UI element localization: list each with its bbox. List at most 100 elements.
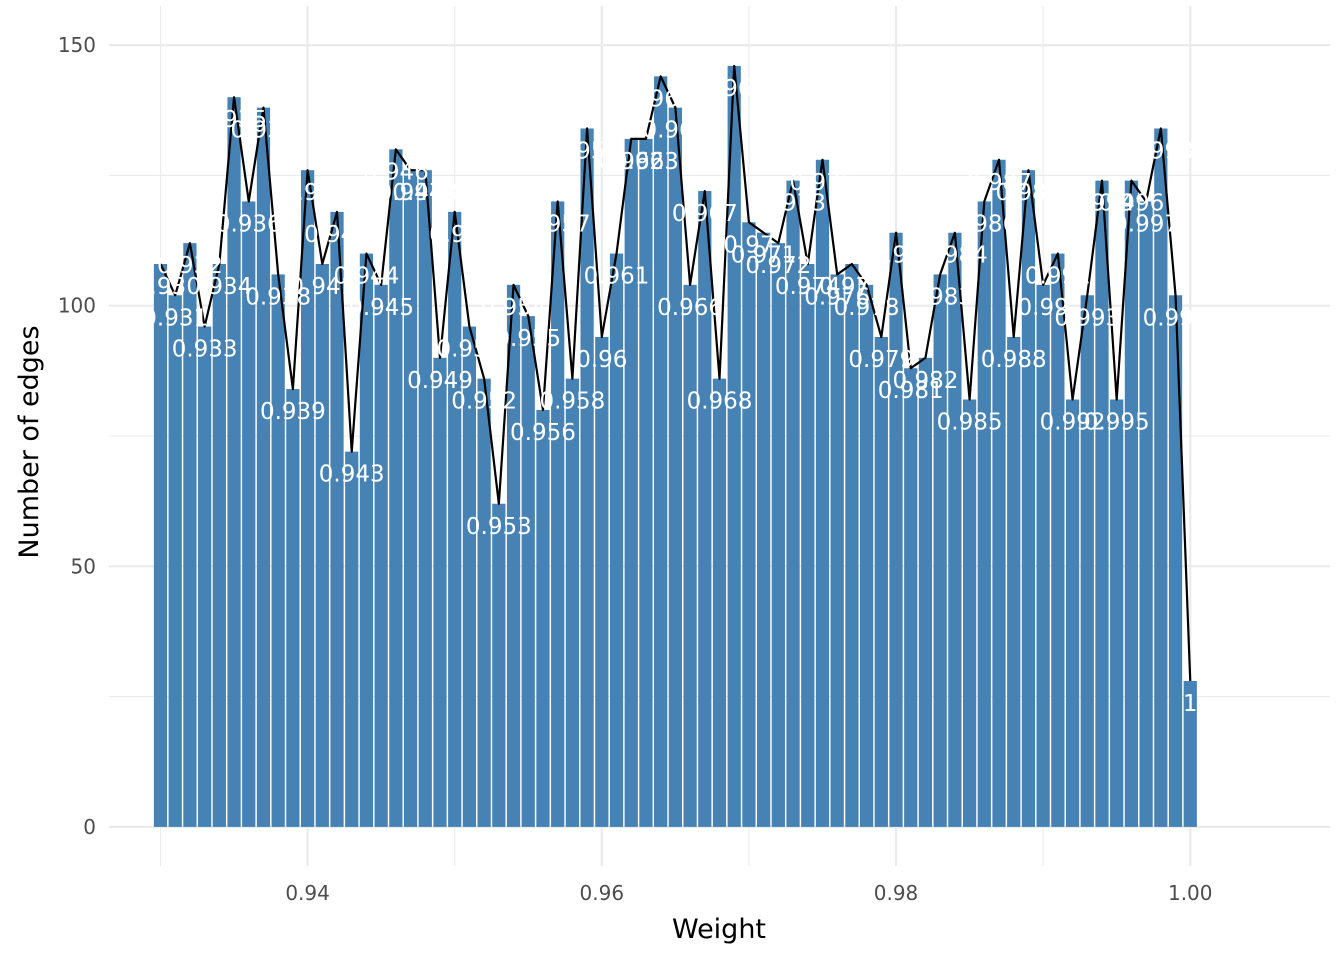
bar	[904, 368, 918, 827]
bar-label: 0.982	[893, 368, 959, 394]
bar	[153, 264, 168, 827]
bar-label: 0.94	[282, 180, 333, 206]
bar-label: 0.981	[878, 378, 944, 404]
bar-label: 0.968	[687, 389, 753, 415]
bar	[977, 201, 991, 827]
bar-label: 0.993	[1054, 305, 1120, 331]
bar-label: 0.975	[790, 170, 856, 196]
bar-label: 0.941	[289, 274, 355, 300]
bar-label: 0.944	[334, 264, 400, 290]
bar-label: 0.937	[231, 118, 297, 144]
bar	[212, 264, 226, 827]
bars	[153, 65, 1197, 827]
bar-label: 0.998	[1128, 138, 1194, 164]
bar	[1036, 284, 1050, 827]
bar-label: 0.98	[870, 243, 921, 269]
y-axis-title: Number of edges	[14, 325, 45, 558]
bar-label: 0.943	[319, 462, 385, 488]
bar-label: 0.965	[642, 118, 708, 144]
x-tick-label: 1.00	[1168, 881, 1213, 905]
bar-label: 0.989	[995, 180, 1061, 206]
bar-label: 0.934	[186, 274, 252, 300]
bar-label: 0.988	[981, 347, 1047, 373]
y-axis-ticks: 0 50 100 150	[58, 33, 96, 839]
y-tick-label: 50	[71, 554, 96, 578]
bar-label: 0.99	[1018, 295, 1069, 321]
bar	[462, 326, 477, 827]
bar	[889, 232, 903, 827]
bar-label: 0.959	[554, 138, 620, 164]
bar-label: 0.948	[392, 180, 458, 206]
bar-label: 0.967	[672, 201, 738, 227]
bar	[536, 409, 550, 827]
x-tick-label: 0.98	[874, 881, 919, 905]
bar	[712, 378, 727, 827]
bar	[609, 253, 624, 827]
bar	[948, 232, 962, 827]
bar-label: 0.957	[525, 211, 591, 237]
bar	[771, 243, 785, 827]
bar	[418, 170, 432, 827]
bar-label: 0.955	[495, 326, 561, 352]
bar-label: 0.961	[584, 264, 650, 290]
bar	[933, 274, 947, 827]
bar	[962, 399, 977, 827]
bar-label: 0.95	[429, 222, 480, 248]
bar-label: 0.935	[201, 107, 267, 133]
bar	[448, 211, 462, 827]
bar-label: 0.997	[1113, 211, 1179, 237]
bar-label: 0.995	[1084, 410, 1150, 436]
bar	[256, 107, 271, 827]
bar-label: 0.938	[245, 284, 311, 310]
bar	[565, 378, 580, 827]
bar	[330, 211, 344, 827]
bar	[345, 451, 359, 827]
bar	[300, 170, 315, 827]
bar-label: 0.984	[922, 243, 988, 269]
bar-label: 0.974	[775, 274, 841, 300]
bar-label: 0.939	[260, 399, 326, 425]
x-axis-ticks: 0.94 0.96 0.98 1.00	[285, 881, 1212, 905]
bar-label: 0.999	[1143, 305, 1209, 331]
bar	[698, 191, 712, 827]
bar-label: 0.951	[436, 337, 502, 363]
bar-label: 1	[1183, 691, 1198, 717]
bar-label: 0.992	[1040, 410, 1106, 436]
bar	[1183, 680, 1197, 827]
bar	[845, 264, 859, 827]
bar	[859, 284, 874, 827]
bar	[830, 274, 844, 827]
bar	[668, 107, 682, 827]
bar	[433, 357, 447, 827]
bar	[786, 180, 800, 827]
bar	[227, 97, 241, 827]
y-tick-label: 150	[58, 33, 96, 57]
bar	[521, 316, 535, 827]
bar	[1021, 170, 1036, 827]
bar-label: 0.93	[135, 274, 186, 300]
bar-label: 0.933	[172, 337, 238, 363]
bar-label: 0.945	[348, 295, 414, 321]
y-tick-label: 0	[83, 815, 96, 839]
bar	[242, 201, 256, 827]
bar-label: 0.954	[481, 295, 547, 321]
bar-label: 0.979	[848, 347, 914, 373]
bar-label: 0.986	[951, 211, 1017, 237]
bar	[1065, 399, 1080, 827]
bar-label: 0.947	[378, 180, 444, 206]
bar	[389, 149, 403, 827]
bar-label: 0.996	[1098, 191, 1164, 217]
bar-label: 0.958	[539, 389, 605, 415]
bar	[492, 503, 506, 827]
bar	[198, 326, 212, 827]
bar	[359, 253, 374, 827]
bar	[1168, 295, 1183, 827]
bar-label: 0.987	[966, 170, 1032, 196]
bar-label: 0.962	[598, 149, 664, 175]
bar-label: 0.994	[1069, 191, 1135, 217]
bar-label: 0.966	[657, 295, 723, 321]
bar-label: 0.976	[804, 284, 870, 310]
bar	[506, 284, 521, 827]
bar-label: 0.932	[157, 253, 223, 279]
bar	[1080, 295, 1094, 827]
